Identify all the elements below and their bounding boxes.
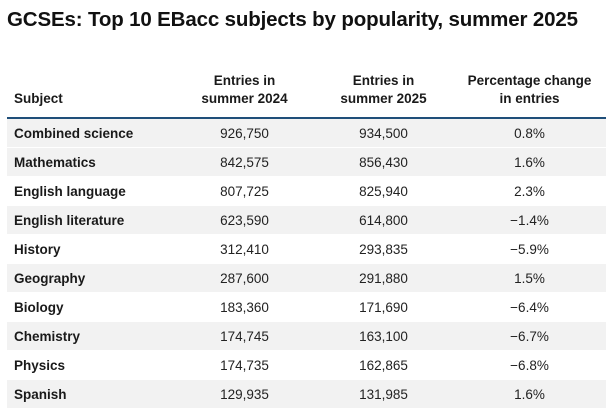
column-header-entries-2024-line2: summer 2024	[201, 91, 288, 106]
cell-subject: Chemistry	[7, 321, 175, 351]
cell-entries-2024: 174,745	[175, 321, 314, 351]
cell-percentage-change: 2.3%	[453, 176, 606, 206]
column-header-entries-2025: Entries in summer 2025	[314, 60, 453, 119]
table-header-row: Subject Entries in summer 2024 Entries i…	[7, 60, 606, 119]
cell-entries-2025: 162,865	[314, 350, 453, 380]
cell-entries-2024: 926,750	[175, 118, 314, 148]
cell-entries-2025: 163,100	[314, 321, 453, 351]
column-header-entries-2025-line1: Entries in	[352, 73, 415, 88]
cell-subject: Physics	[7, 350, 175, 380]
cell-entries-2024: 312,410	[175, 234, 314, 264]
cell-entries-2025: 171,690	[314, 292, 453, 322]
cell-percentage-change: −1.4%	[453, 205, 606, 235]
cell-entries-2025: 291,880	[314, 263, 453, 293]
table-row: English literature 623,590 614,800 −1.4%	[7, 205, 606, 235]
table-row: Spanish 129,935 131,985 1.6%	[7, 379, 606, 409]
cell-subject: Mathematics	[7, 147, 175, 177]
column-header-percentage-change-line2: in entries	[499, 91, 560, 106]
cell-entries-2024: 287,600	[175, 263, 314, 293]
column-header-entries-2024-line1: Entries in	[213, 73, 276, 88]
column-header-entries-2025-line2: summer 2025	[340, 91, 427, 106]
column-header-subject-label: Subject	[14, 91, 63, 106]
cell-percentage-change: 1.6%	[453, 147, 606, 177]
cell-percentage-change: 1.6%	[453, 379, 606, 409]
cell-entries-2024: 174,735	[175, 350, 314, 380]
cell-entries-2024: 842,575	[175, 147, 314, 177]
page-title: GCSEs: Top 10 EBacc subjects by populari…	[7, 8, 578, 31]
cell-entries-2025: 934,500	[314, 118, 453, 148]
cell-subject: English language	[7, 176, 175, 206]
cell-percentage-change: 1.5%	[453, 263, 606, 293]
gcse-subjects-table: Subject Entries in summer 2024 Entries i…	[7, 60, 606, 409]
cell-entries-2024: 807,725	[175, 176, 314, 206]
cell-subject: Geography	[7, 263, 175, 293]
table-row: History 312,410 293,835 −5.9%	[7, 234, 606, 264]
cell-percentage-change: −6.8%	[453, 350, 606, 380]
cell-subject: English literature	[7, 205, 175, 235]
column-header-entries-2024: Entries in summer 2024	[175, 60, 314, 119]
cell-entries-2025: 293,835	[314, 234, 453, 264]
column-header-subject: Subject	[7, 60, 175, 119]
table-row: English language 807,725 825,940 2.3%	[7, 176, 606, 206]
cell-subject: Biology	[7, 292, 175, 322]
cell-subject: Spanish	[7, 379, 175, 409]
table-row: Geography 287,600 291,880 1.5%	[7, 263, 606, 293]
cell-percentage-change: −6.4%	[453, 292, 606, 322]
table-row: Combined science 926,750 934,500 0.8%	[7, 118, 606, 148]
table-row: Chemistry 174,745 163,100 −6.7%	[7, 321, 606, 351]
cell-subject: Combined science	[7, 118, 175, 148]
cell-entries-2025: 825,940	[314, 176, 453, 206]
cell-entries-2025: 131,985	[314, 379, 453, 409]
cell-entries-2024: 129,935	[175, 379, 314, 409]
cell-entries-2024: 623,590	[175, 205, 314, 235]
cell-percentage-change: −5.9%	[453, 234, 606, 264]
cell-percentage-change: −6.7%	[453, 321, 606, 351]
cell-subject: History	[7, 234, 175, 264]
table-row: Physics 174,735 162,865 −6.8%	[7, 350, 606, 380]
cell-entries-2024: 183,360	[175, 292, 314, 322]
cell-entries-2025: 856,430	[314, 147, 453, 177]
column-header-percentage-change: Percentage change in entries	[453, 60, 606, 119]
table-row: Biology 183,360 171,690 −6.4%	[7, 292, 606, 322]
column-header-percentage-change-line1: Percentage change	[467, 73, 592, 88]
cell-percentage-change: 0.8%	[453, 118, 606, 148]
table-row: Mathematics 842,575 856,430 1.6%	[7, 147, 606, 177]
cell-entries-2025: 614,800	[314, 205, 453, 235]
